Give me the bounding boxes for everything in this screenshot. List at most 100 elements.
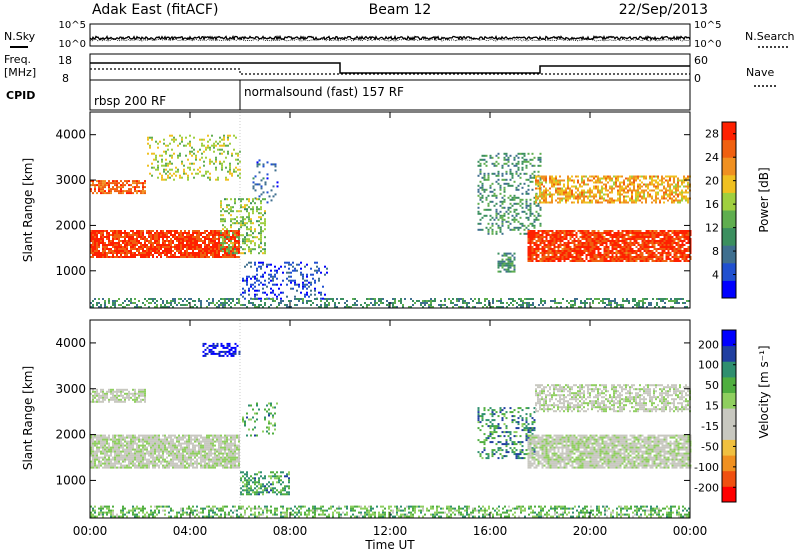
power-cell <box>148 256 150 258</box>
power-cell <box>274 163 277 166</box>
power-cell <box>629 250 632 252</box>
power-cell <box>625 187 627 190</box>
power-cell <box>146 300 148 302</box>
power-cell <box>92 192 94 195</box>
power-cell <box>578 306 580 308</box>
power-cell <box>264 222 266 225</box>
power-cell <box>240 216 242 219</box>
power-cell <box>587 232 590 234</box>
power-cell <box>232 250 234 252</box>
power-cell <box>224 230 226 232</box>
power-cell <box>264 250 266 253</box>
power-cell <box>222 304 224 306</box>
power-cell <box>600 300 602 302</box>
power-cell <box>197 168 199 171</box>
power-cell <box>537 218 540 221</box>
velocity-cell <box>114 436 116 439</box>
power-cell <box>282 279 284 282</box>
power-cell <box>167 148 169 151</box>
power-cell <box>651 258 654 260</box>
power-cell <box>221 152 223 155</box>
power-cell <box>242 277 244 280</box>
power-cell <box>621 240 624 242</box>
power-cell <box>248 212 250 215</box>
power-cell <box>597 234 600 236</box>
power-cell <box>611 238 614 240</box>
power-cell <box>667 193 669 196</box>
power-cell <box>209 146 211 149</box>
power-cell <box>260 250 262 253</box>
power-cell <box>194 256 196 258</box>
power-cell <box>572 306 574 308</box>
power-cell <box>228 208 230 211</box>
power-cell <box>555 177 557 180</box>
nave-label: Nave <box>746 66 774 79</box>
power-cell <box>661 179 663 182</box>
power-cell <box>114 190 116 193</box>
power-cell <box>543 240 546 242</box>
power-cell <box>92 182 94 185</box>
power-cell <box>641 201 643 204</box>
power-cell <box>214 252 216 254</box>
power-cell <box>681 181 683 184</box>
power-cell <box>575 246 578 248</box>
power-cell <box>150 244 152 246</box>
power-cell <box>653 246 656 248</box>
power-cell <box>190 242 192 244</box>
power-cell <box>507 258 510 261</box>
power-cell <box>304 265 306 268</box>
power-cell <box>655 248 658 250</box>
power-cell <box>576 298 578 300</box>
power-cell <box>639 254 642 256</box>
power-cell <box>252 232 254 235</box>
velocity-cell <box>90 442 92 445</box>
power-cell <box>466 306 468 308</box>
power-cell <box>92 248 94 250</box>
power-cell <box>252 302 254 304</box>
power-cell <box>260 304 262 306</box>
power-cell <box>651 234 654 236</box>
power-cell <box>164 248 166 250</box>
power-cell <box>226 256 228 258</box>
power-cell <box>575 175 577 178</box>
power-cell <box>621 254 624 256</box>
power-cell <box>142 252 144 254</box>
power-cell <box>581 242 584 244</box>
power-cell <box>579 242 582 244</box>
power-cell <box>206 234 208 236</box>
power-cell <box>136 186 138 189</box>
power-cell <box>128 242 130 244</box>
power-cell <box>496 300 498 302</box>
power-cell <box>559 197 561 200</box>
power-cell <box>555 234 558 236</box>
power-cell <box>492 300 494 302</box>
power-cell <box>603 254 606 256</box>
power-cell <box>152 242 154 244</box>
power-cell <box>124 240 126 242</box>
power-cell <box>94 186 96 189</box>
power-cell <box>623 238 626 240</box>
power-cell <box>154 248 156 250</box>
power-cell <box>167 144 169 147</box>
power-cell <box>627 232 630 234</box>
power-cell <box>290 300 292 302</box>
power-cell <box>681 256 684 258</box>
power-cell <box>126 192 128 195</box>
power-cell <box>258 232 260 235</box>
power-cell <box>185 136 187 139</box>
power-cell <box>188 244 190 246</box>
power-cell <box>144 238 146 240</box>
power-cell <box>513 202 516 205</box>
power-cell <box>623 195 625 198</box>
velocity-cell <box>94 440 96 443</box>
power-cell <box>122 306 124 308</box>
power-cell <box>617 234 620 236</box>
power-cell <box>212 242 214 244</box>
power-cell <box>547 193 549 196</box>
power-cell <box>244 240 246 243</box>
power-cell <box>264 218 266 221</box>
power-cell <box>486 306 488 308</box>
power-cell <box>671 193 673 196</box>
power-cell <box>219 144 221 147</box>
power-cell <box>144 250 146 252</box>
